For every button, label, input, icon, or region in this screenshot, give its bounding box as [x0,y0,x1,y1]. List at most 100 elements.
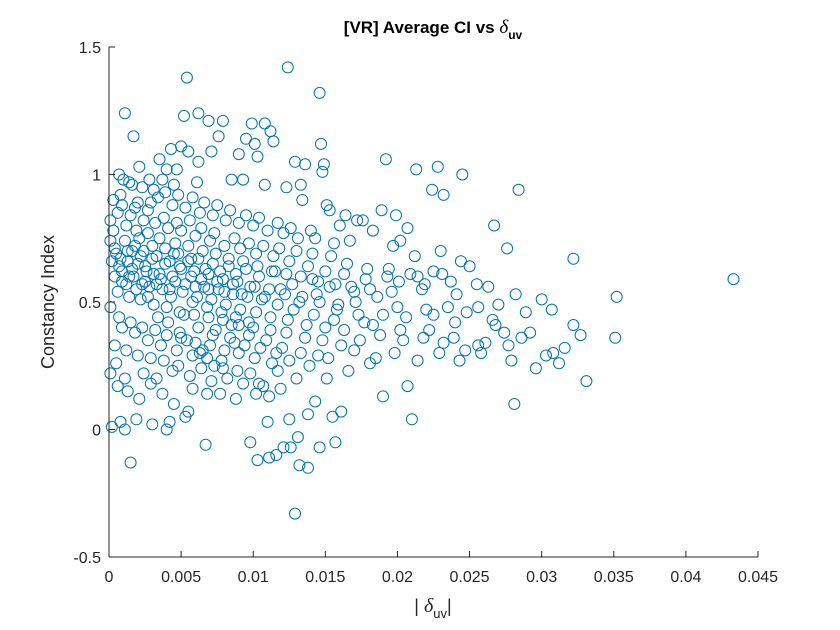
data-point [172,247,185,260]
data-point [338,324,351,336]
y-ticks: -0.5 0 0.5 1 1.5 [73,40,115,567]
data-point [189,280,202,293]
data-point [338,268,351,280]
data-point [369,352,382,365]
data-point [163,283,176,296]
data-point [215,306,228,319]
data-point [240,262,252,275]
data-point [247,219,260,232]
data-point [299,158,312,171]
data-point [358,316,371,329]
data-point [309,395,322,408]
data-point [400,311,413,324]
data-point [167,247,180,260]
data-point [303,359,316,372]
data-point [251,150,264,163]
data-point [104,301,117,314]
data-point [214,387,227,400]
data-point [323,280,336,293]
data-point [183,370,196,382]
data-point [195,273,208,286]
data-point [361,262,374,275]
data-point [120,278,133,291]
data-point [214,265,227,278]
data-point [196,344,209,357]
data-point [512,183,525,196]
data-point [179,201,192,214]
data-point [152,311,164,324]
data-point [232,148,245,161]
data-point [277,441,290,454]
data-point [107,194,120,206]
data-point [410,163,423,176]
data-point [147,298,160,311]
data-point [251,454,264,467]
data-point [302,260,314,273]
data-point [228,232,241,245]
data-point [266,265,278,278]
data-point [204,339,216,352]
data-point [257,239,270,252]
data-point [162,222,175,235]
data-point [178,308,190,321]
data-point [123,270,136,283]
data-point [436,268,449,280]
x-tick-label: 0 [105,569,114,586]
data-point [498,326,511,339]
data-point [126,245,139,257]
data-point [240,132,252,145]
data-point [450,288,463,301]
data-point [375,204,388,217]
data-point [180,334,193,347]
data-point [482,280,495,293]
data-point [105,420,118,433]
data-point [108,270,121,283]
data-point [248,280,261,293]
data-point [447,331,460,344]
data-point [224,204,237,217]
data-point [535,293,548,306]
data-point [237,255,250,268]
data-point [111,285,124,298]
data-point [163,255,176,268]
x-tick-label: 0.025 [450,569,490,586]
data-point [225,319,238,331]
data-point [302,461,314,474]
data-point [186,349,199,362]
data-point [130,413,143,426]
data-point [329,278,342,291]
data-point [283,413,296,426]
data-point [173,326,186,339]
data-point [401,380,414,393]
data-point [149,324,162,336]
data-point [208,359,221,372]
data-point [245,117,258,130]
data-point [270,347,283,359]
data-point [326,410,339,423]
data-point [540,349,552,362]
data-point [156,173,169,186]
data-point [371,290,384,303]
data-point [160,423,173,436]
data-point [111,206,124,219]
data-point [441,301,454,314]
data-point [264,125,277,138]
data-point [242,329,255,342]
data-point [141,227,154,240]
data-point [329,436,342,449]
data-point [325,250,338,263]
data-point [505,354,518,367]
data-point [426,183,439,196]
data-point [488,219,501,232]
x-axis-label: | δuv| [414,595,451,621]
data-point [254,341,267,354]
data-point [216,114,229,127]
data-point [219,298,232,311]
data-point [379,153,392,166]
data-point [250,247,263,260]
data-point [248,137,261,150]
data-point [206,257,219,270]
data-point [352,308,365,321]
data-point [149,216,162,229]
data-point [277,227,290,240]
